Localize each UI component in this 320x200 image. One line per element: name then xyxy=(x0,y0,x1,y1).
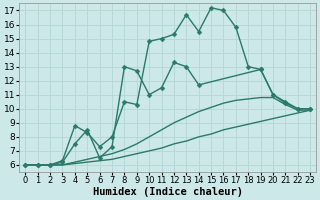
X-axis label: Humidex (Indice chaleur): Humidex (Indice chaleur) xyxy=(93,186,243,197)
